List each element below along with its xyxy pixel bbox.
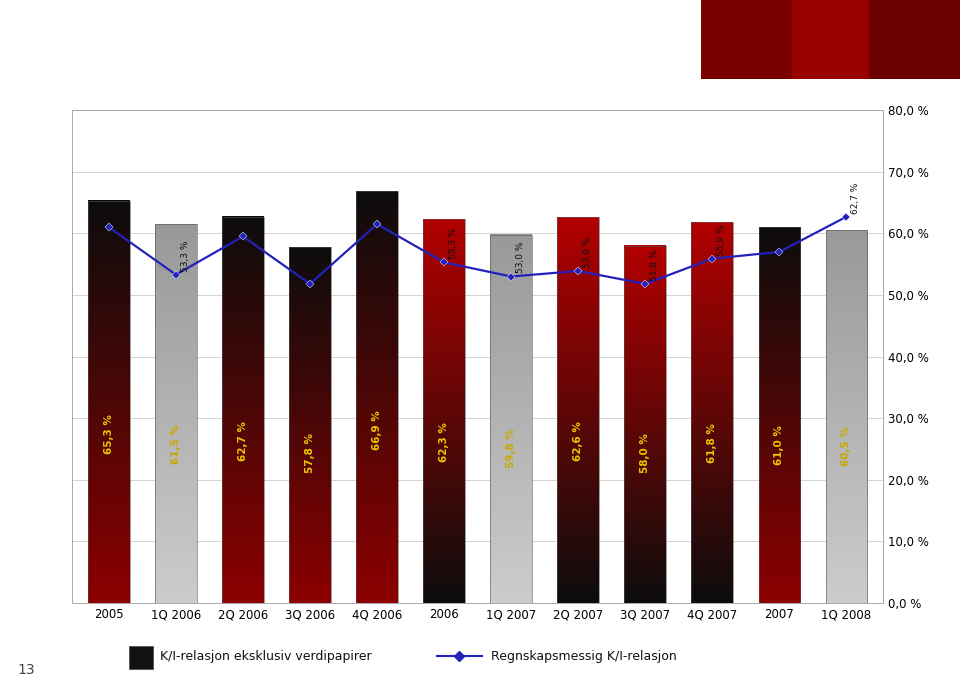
- Bar: [826, 230, 867, 603]
- Text: 13: 13: [17, 663, 35, 677]
- Bar: [870, 0, 960, 79]
- Bar: [624, 246, 666, 603]
- Bar: [701, 0, 791, 79]
- Text: 65,3 %: 65,3 %: [104, 414, 114, 454]
- Text: 60,5 %: 60,5 %: [841, 426, 852, 466]
- Bar: [423, 219, 465, 603]
- Text: K/I-relasjon eksklusiv verdipapirer: K/I-relasjon eksklusiv verdipapirer: [159, 650, 372, 663]
- Text: 61,5 %: 61,5 %: [171, 424, 180, 464]
- Text: Regnskapsmessig K/I-relasjon: Regnskapsmessig K/I-relasjon: [492, 650, 677, 663]
- Text: 62,7 %: 62,7 %: [238, 421, 248, 461]
- Text: 55,9 %: 55,9 %: [717, 224, 726, 256]
- Bar: [491, 235, 532, 603]
- Bar: [129, 646, 154, 669]
- Text: 53,9 %: 53,9 %: [583, 236, 592, 268]
- Bar: [558, 218, 599, 603]
- Bar: [691, 223, 733, 603]
- Text: 51,8 %: 51,8 %: [650, 249, 659, 281]
- Text: 61,0 %: 61,0 %: [775, 425, 784, 465]
- Bar: [758, 227, 800, 603]
- Text: 53,0 %: 53,0 %: [516, 242, 525, 274]
- Bar: [791, 0, 870, 79]
- Text: K/I – relasjonen pr. kvartal og siste 3 år: K/I – relasjonen pr. kvartal og siste 3 …: [24, 25, 546, 54]
- Bar: [88, 200, 130, 603]
- Bar: [289, 247, 331, 603]
- Text: 53,3 %: 53,3 %: [180, 240, 190, 271]
- Text: 57,8 %: 57,8 %: [305, 433, 315, 473]
- Text: 62,7 %: 62,7 %: [851, 183, 860, 214]
- Text: 66,9 %: 66,9 %: [372, 410, 382, 450]
- Bar: [222, 217, 264, 603]
- Text: 55,3 %: 55,3 %: [448, 228, 458, 259]
- Text: 61,8 %: 61,8 %: [708, 423, 717, 463]
- Text: 62,6 %: 62,6 %: [573, 421, 583, 461]
- Bar: [156, 224, 197, 603]
- Bar: [356, 191, 397, 603]
- Text: 58,0 %: 58,0 %: [640, 433, 650, 473]
- Text: 62,3 %: 62,3 %: [439, 422, 449, 462]
- Text: 59,8 %: 59,8 %: [506, 429, 516, 468]
